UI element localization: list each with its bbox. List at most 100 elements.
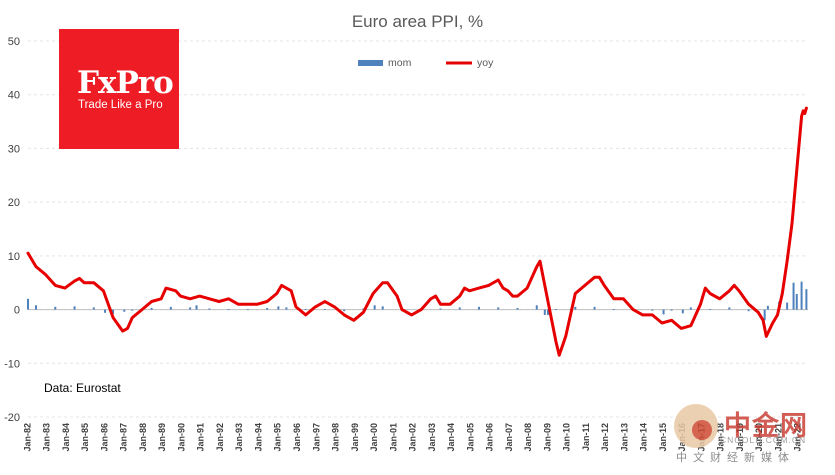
chart-title: Euro area PPI, % [351,12,484,31]
mom-bar [123,309,126,312]
mom-bar [323,309,326,310]
mom-bar [195,305,198,310]
mom-bar [547,309,549,315]
x-tick-label: Jan-04 [446,423,456,452]
mom-bar [800,281,803,310]
mom-bar [27,298,29,310]
watermark-logo-icon [674,404,718,448]
mom-bar [104,309,107,313]
mom-bar [574,306,577,310]
mom-bar [543,309,546,315]
mom-bar [477,306,480,310]
mom-bar [670,309,673,311]
x-tick-label: Jan-84 [61,423,71,452]
mom-bar [728,307,731,310]
mom-bar [689,307,692,310]
watermark-name: 中金网 [724,411,808,441]
x-tick-label: Jan-02 [408,423,418,452]
y-tick-label: 10 [8,251,20,263]
mom-bar [131,309,134,311]
mom-bar [35,305,38,310]
mom-bar [651,309,654,311]
x-tick-label: Jan-06 [485,423,495,452]
mom-bar [555,309,558,310]
y-tick-label: 50 [8,36,20,48]
y-tick-label: 40 [8,90,20,102]
y-tick-label: -10 [4,358,20,370]
watermark-subtitle: 中文财经新媒体 [676,452,795,464]
x-tick-label: Jan-11 [581,423,591,451]
mom-bar [208,308,211,310]
x-tick-label: Jan-00 [369,423,379,452]
x-tick-label: Jan-03 [427,423,437,452]
cngold-watermark: 中金网 CNGOLD.COM.CN 中文财经新媒体 [668,400,828,470]
x-tick-label: Jan-91 [196,423,206,452]
x-tick-label: Jan-85 [80,423,90,452]
mom-bar [277,306,280,310]
mom-bar [766,305,769,310]
x-tick-label: Jan-14 [639,423,649,452]
x-tick-label: Jan-20 [754,423,764,452]
legend-label-yoy: yoy [477,57,494,69]
mom-bar [795,293,798,310]
x-tick-label: Jan-83 [42,423,52,452]
x-tick-label: Jan-95 [273,423,283,452]
mom-bar [612,309,615,310]
x-tick-label: Jan-21 [773,423,783,452]
x-tick-label: Jan-98 [331,423,341,452]
yoy-line [26,106,808,357]
x-tick-label: Jan-99 [350,423,360,452]
mom-bar [681,309,684,314]
x-tick-label: Jan-18 [716,423,726,452]
mom-bar [381,306,384,310]
y-tick-label: -20 [4,412,20,424]
source-note: Data: Eurostat [44,381,121,395]
watermark-url: CNGOLD.COM.CN [720,435,807,445]
x-tick-label: Jan-88 [138,423,148,452]
mom-bar [497,307,500,310]
mom-bar [189,307,192,310]
x-tick-label: Jan-22 [793,423,803,452]
mom-bar [112,309,115,314]
x-tick-label: Jan-97 [311,423,321,452]
fxpro-logo: FxPro Trade Like a Pro [59,29,179,149]
x-tick-label: Jan-90 [176,423,186,452]
y-tick-label: 20 [8,197,20,209]
x-tick-label: Jan-01 [388,423,398,452]
y-tick-label: 30 [8,143,20,155]
mom-bar [763,309,766,321]
x-tick-label: Jan-94 [253,423,263,452]
mom-bar [227,309,230,310]
legend-label-mom: mom [388,57,412,69]
mom-bar [169,306,172,310]
logo-tagline: Trade Like a Pro [78,99,163,111]
mom-bar [343,309,346,312]
x-tick-label: Jan-87 [119,423,129,452]
x-tick-label: Jan-92 [215,423,225,452]
mom-bar [439,308,442,310]
x-tick-label: Jan-07 [504,423,514,452]
mom-bar [747,309,750,312]
mom-bar [373,305,376,310]
mom-bar [285,307,288,310]
x-tick-label: Jan-12 [600,423,610,452]
x-tick-label: Jan-89 [157,423,167,452]
x-tick-label: Jan-96 [292,423,302,452]
x-tick-label: Jan-93 [234,423,244,452]
mom-bar [304,309,307,310]
mom-bar [246,309,249,310]
mom-bar [593,306,596,310]
x-tick-label: Jan-19 [735,423,745,452]
mom-bar [150,307,153,310]
mom-bar [54,306,57,310]
mom-bar [516,307,519,310]
mom-bar [709,309,712,310]
mom-bar [792,282,795,310]
x-tick-label: Jan-08 [523,423,533,452]
x-tick-label: Jan-86 [99,423,109,452]
mom-bar [786,302,789,310]
legend-swatch-mom [358,60,383,66]
mom-bar [73,306,76,310]
x-tick-label: Jan-82 [22,423,32,452]
mom-bar [92,307,95,310]
